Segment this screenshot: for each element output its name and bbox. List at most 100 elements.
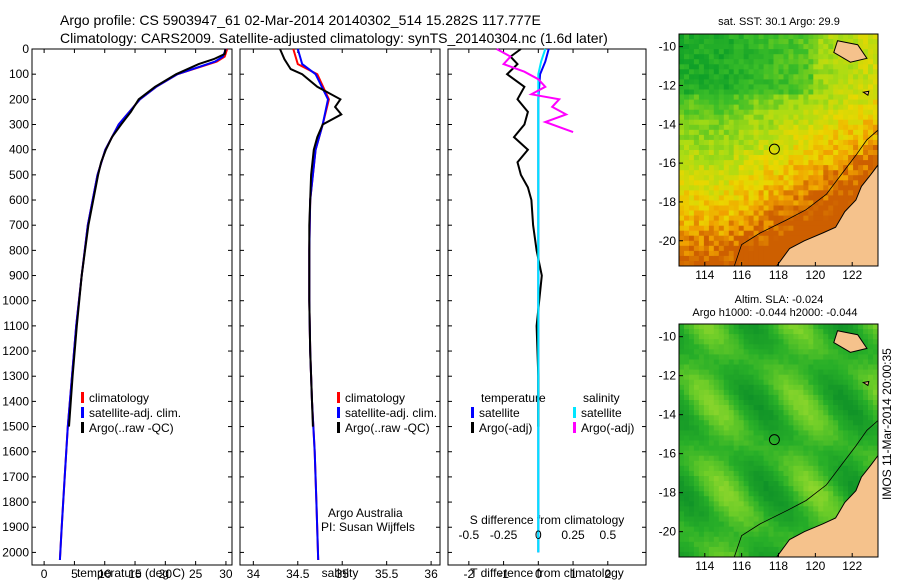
map-cell [808, 486, 814, 492]
map-cell [758, 369, 765, 376]
map-cell [858, 460, 864, 467]
map-cell [718, 215, 725, 222]
map-cell [858, 114, 864, 121]
sst-map: sat. SST: 30.1 Argo: 29.9 114 116 118 120 12… [659, 16, 879, 282]
map-cell [713, 64, 720, 70]
map-cell [798, 165, 804, 171]
map-cell [803, 369, 809, 376]
map-cell [803, 94, 809, 101]
map-cell [698, 210, 705, 217]
map-cell [853, 384, 859, 391]
map-cell [868, 59, 874, 65]
map-cell [798, 344, 804, 350]
map-cell [689, 79, 695, 85]
map-cell [793, 195, 799, 201]
map-cell [783, 460, 790, 467]
map-cell [798, 430, 804, 437]
map-cell [738, 160, 745, 166]
map-cell [713, 225, 720, 232]
map-cell [808, 200, 814, 206]
map-cell [818, 139, 824, 146]
map-cell [738, 134, 745, 141]
map-cell [693, 185, 700, 191]
map-cell [738, 59, 745, 65]
map-cell [793, 526, 799, 533]
map-cell [698, 516, 705, 523]
map-cell [793, 516, 799, 523]
map-cell [718, 59, 725, 65]
map-cell [763, 541, 770, 548]
map-cell [773, 220, 780, 227]
map-cell [733, 476, 740, 482]
map-cell [838, 165, 844, 171]
map-cell [763, 369, 770, 376]
map-cell [808, 379, 814, 386]
map-cell [718, 435, 725, 442]
map-cell [828, 225, 834, 232]
map-cell [868, 374, 874, 381]
map-cell [684, 430, 690, 437]
map-cell [838, 205, 844, 212]
map-cell [858, 354, 864, 361]
map-cell [823, 205, 829, 212]
map-cell [738, 99, 745, 106]
map-cell [773, 430, 780, 437]
map-cell [748, 195, 755, 201]
map-cell [773, 425, 780, 431]
map-cell [723, 210, 730, 217]
map-cell [679, 190, 685, 196]
map-cell [763, 465, 770, 472]
map-cell [738, 531, 745, 538]
map-cell [698, 44, 705, 50]
map-cell [738, 546, 745, 553]
map-cell [713, 465, 720, 472]
map-cell [698, 400, 705, 406]
map-cell [773, 89, 780, 96]
map-cell [778, 339, 785, 345]
map-cell [863, 400, 869, 406]
map-cell [748, 521, 755, 528]
map-cell [768, 435, 775, 442]
map-cell [833, 114, 839, 121]
map-cell [748, 49, 755, 55]
map-cell [753, 200, 760, 206]
map-cell [823, 94, 829, 101]
map-cell [803, 220, 809, 227]
map-cell [723, 255, 730, 262]
map-cell [823, 435, 829, 442]
map-cell [733, 394, 740, 401]
map-cell [803, 74, 809, 80]
map-cell [743, 491, 750, 497]
map-cell [858, 124, 864, 131]
map-cell [738, 460, 745, 467]
map-cell [798, 481, 804, 487]
map-cell [788, 210, 795, 217]
map-cell [718, 329, 725, 335]
map-cell [838, 129, 844, 136]
map-cell [763, 410, 770, 416]
map-cell [733, 64, 740, 70]
map-cell [828, 134, 834, 141]
map-cell [763, 511, 770, 518]
map-cell [703, 230, 710, 237]
map-cell [703, 425, 710, 431]
map-cell [813, 139, 819, 146]
map-cell [778, 69, 785, 75]
map-cell [768, 160, 775, 166]
map-cell [843, 374, 849, 381]
map-cell [808, 339, 814, 345]
map-cell [873, 430, 878, 437]
map-cell [748, 170, 755, 176]
map-cell [798, 84, 804, 90]
map-cell [733, 379, 740, 386]
map-cell [793, 430, 799, 437]
map-cell [808, 114, 814, 121]
map-cell [758, 119, 765, 126]
map-cell [753, 205, 760, 212]
map-cell [718, 245, 725, 252]
map-cell [873, 384, 878, 391]
x-tick-label-top: 0.5 [599, 528, 616, 542]
map-cell [684, 455, 690, 462]
map-cell [684, 435, 690, 442]
map-cell [793, 69, 799, 75]
